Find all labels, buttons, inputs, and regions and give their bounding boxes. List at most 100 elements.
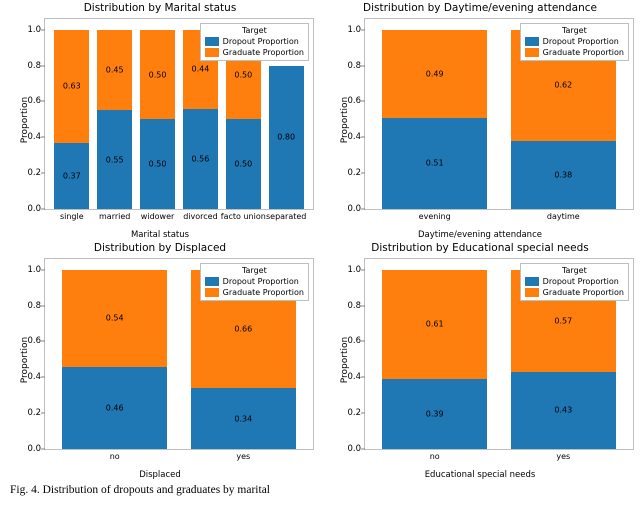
x-axis-label: Daytime/evening attendance <box>320 230 640 240</box>
legend-label: Graduate Proportion <box>223 47 304 58</box>
y-tick-label: 0.8 <box>335 301 361 311</box>
x-tick-label: separated <box>266 212 306 221</box>
legend-swatch <box>205 277 219 286</box>
y-tick-label: 0.4 <box>335 132 361 142</box>
bar-value-label: 0.46 <box>62 403 167 412</box>
bar-value-label: 0.50 <box>140 70 175 79</box>
y-tick-label: 0.2 <box>15 168 41 178</box>
y-tick-label: 0.6 <box>335 96 361 106</box>
chart-panel: Distribution by DisplacedProportionDispl… <box>0 240 320 480</box>
bar-value-label: 0.63 <box>54 82 89 91</box>
bar-value-label: 0.50 <box>226 160 261 169</box>
legend-item: Dropout Proportion <box>525 36 624 47</box>
y-tick-label: 0.2 <box>335 408 361 418</box>
y-tick-label: 1.0 <box>335 265 361 275</box>
legend-label: Dropout Proportion <box>223 36 299 47</box>
bar-segment-dropout: 0.50 <box>226 119 261 209</box>
bar: 0.37 0.63 <box>54 19 89 209</box>
bar-value-label: 0.55 <box>97 155 132 164</box>
bar-segment-dropout: 0.51 <box>382 118 487 209</box>
legend-swatch <box>525 37 539 46</box>
bar-segment-dropout: 0.43 <box>511 372 616 449</box>
bar-value-label: 0.44 <box>183 65 218 74</box>
legend-label: Graduate Proportion <box>543 47 624 58</box>
x-tick-label: divorced <box>183 212 217 221</box>
bar-segment-graduate: 0.45 <box>97 30 132 111</box>
bar-segment-dropout: 0.37 <box>54 143 89 209</box>
bar-value-label: 0.66 <box>191 324 296 333</box>
legend-item: Graduate Proportion <box>525 47 624 58</box>
bar-value-label: 0.50 <box>226 70 261 79</box>
bar-segment-graduate: 0.50 <box>140 30 175 120</box>
bar-value-label: 0.39 <box>382 410 487 419</box>
bar: 0.46 0.54 <box>62 259 167 449</box>
plot-area: 0.00.20.40.60.81.0noyes0.390.610.430.57T… <box>364 258 634 450</box>
plot-area: 0.00.20.40.60.81.0eveningdaytime0.510.49… <box>364 18 634 210</box>
y-tick-label: 1.0 <box>335 25 361 35</box>
legend-item: Dropout Proportion <box>205 276 304 287</box>
bar-value-label: 0.43 <box>511 406 616 415</box>
bar-value-label: 0.62 <box>511 81 616 90</box>
legend-item: Dropout Proportion <box>205 36 304 47</box>
x-tick-label: facto union <box>221 212 266 221</box>
legend-item: Graduate Proportion <box>525 287 624 298</box>
bar-segment-dropout: 0.38 <box>511 141 616 209</box>
x-tick-label: no <box>110 452 120 461</box>
plot-area: 0.00.20.40.60.81.0noyes0.460.540.340.66T… <box>44 258 314 450</box>
bar-value-label: 0.51 <box>382 159 487 168</box>
y-tick-label: 0.8 <box>15 61 41 71</box>
legend-label: Dropout Proportion <box>543 276 619 287</box>
bar-value-label: 0.37 <box>54 171 89 180</box>
panel-title: Distribution by Educational special need… <box>320 242 640 254</box>
y-tick-label: 0.4 <box>15 132 41 142</box>
bar-value-label: 0.49 <box>382 69 487 78</box>
bar-value-label: 0.34 <box>191 414 296 423</box>
bar-value-label: 0.50 <box>140 160 175 169</box>
bar-segment-graduate: 0.49 <box>382 30 487 118</box>
y-tick-label: 1.0 <box>15 25 41 35</box>
chart-grid: Distribution by Marital statusProportion… <box>0 0 640 480</box>
y-tick-label: 0.4 <box>335 372 361 382</box>
x-tick-label: evening <box>419 212 451 221</box>
legend-title: Target <box>525 266 624 275</box>
legend-swatch <box>525 48 539 57</box>
bar-value-label: 0.80 <box>269 133 304 142</box>
legend-swatch <box>205 288 219 297</box>
y-tick-label: 0.0 <box>15 204 41 214</box>
legend-label: Dropout Proportion <box>543 36 619 47</box>
legend: TargetDropout ProportionGraduate Proport… <box>200 23 309 61</box>
chart-panel: Distribution by Educational special need… <box>320 240 640 480</box>
bar-segment-dropout: 0.34 <box>191 388 296 449</box>
legend-swatch <box>205 37 219 46</box>
bar-value-label: 0.54 <box>62 314 167 323</box>
bar-segment-dropout: 0.50 <box>140 119 175 209</box>
y-tick-label: 0.2 <box>15 408 41 418</box>
chart-panel: Distribution by Marital statusProportion… <box>0 0 320 240</box>
bar-value-label: 0.38 <box>511 170 616 179</box>
x-tick-label: single <box>60 212 84 221</box>
legend-swatch <box>525 288 539 297</box>
legend: TargetDropout ProportionGraduate Proport… <box>520 263 629 301</box>
x-tick-label: yes <box>236 452 250 461</box>
x-tick-label: no <box>430 452 440 461</box>
bar: 0.51 0.49 <box>382 19 487 209</box>
bar-value-label: 0.57 <box>511 316 616 325</box>
bar: 0.55 0.45 <box>97 19 132 209</box>
bar: 0.390.61 <box>382 259 487 449</box>
legend-title: Target <box>205 266 304 275</box>
legend-title: Target <box>525 26 624 35</box>
x-tick-label: yes <box>556 452 570 461</box>
bar-segment-graduate: 0.54 <box>62 270 167 367</box>
legend-label: Graduate Proportion <box>223 287 304 298</box>
y-tick-label: 0.4 <box>15 372 41 382</box>
bar-segment-dropout: 0.55 <box>97 110 132 209</box>
panel-title: Distribution by Displaced <box>0 242 320 254</box>
legend-swatch <box>525 277 539 286</box>
x-tick-label: daytime <box>547 212 580 221</box>
bar-segment-dropout: 0.46 <box>62 367 167 449</box>
y-tick-label: 0.2 <box>335 168 361 178</box>
legend-label: Dropout Proportion <box>223 276 299 287</box>
x-axis-label: Educational special needs <box>320 470 640 480</box>
y-tick-label: 0.6 <box>15 96 41 106</box>
x-tick-label: married <box>99 212 130 221</box>
